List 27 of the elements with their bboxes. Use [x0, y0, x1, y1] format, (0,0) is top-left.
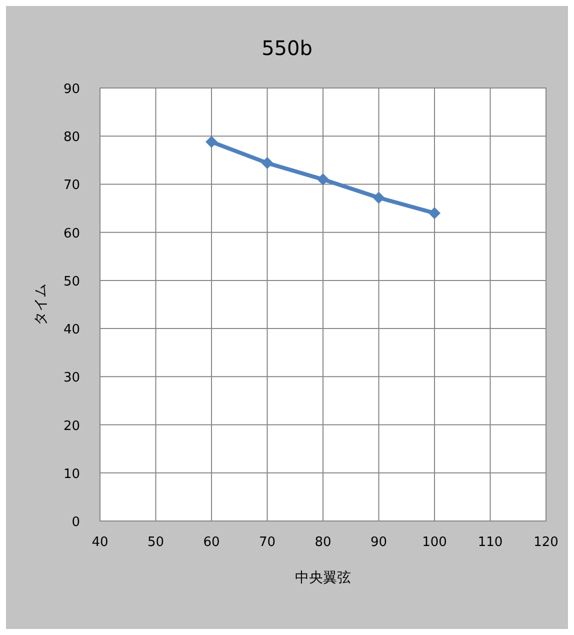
- x-tick-label: 70: [258, 535, 276, 550]
- x-tick-label: 90: [370, 535, 388, 550]
- point: [372, 192, 385, 204]
- point: [317, 173, 329, 186]
- x-tick-label: 40: [92, 535, 108, 550]
- y-tick-label: 70: [63, 178, 80, 194]
- y-axis-title: タイム: [33, 284, 49, 326]
- x-tick-label: 80: [314, 535, 332, 550]
- y-tick-label: 20: [63, 418, 80, 434]
- point: [428, 207, 440, 220]
- point: [206, 136, 218, 148]
- point: [261, 157, 274, 170]
- y-tick-label: 60: [63, 226, 80, 242]
- x-tick-label: 100: [422, 535, 447, 550]
- y-tick-label: 80: [63, 130, 80, 146]
- y-tick-label: 30: [63, 370, 80, 386]
- x-tick-label: 110: [478, 535, 503, 550]
- y-tick-label: 40: [63, 322, 80, 338]
- x-tick-label: 50: [147, 535, 164, 550]
- y-tick-label: 50: [63, 274, 80, 290]
- y-tick-label: 10: [63, 466, 80, 482]
- chart-title: 550b: [262, 36, 312, 60]
- y-tick-label: 0: [72, 515, 80, 530]
- x-tick-label: 120: [534, 535, 558, 550]
- y-tick-label: 90: [63, 82, 80, 97]
- x-axis-title: 中央翼弦: [295, 570, 351, 586]
- x-tick-label: 60: [203, 535, 220, 550]
